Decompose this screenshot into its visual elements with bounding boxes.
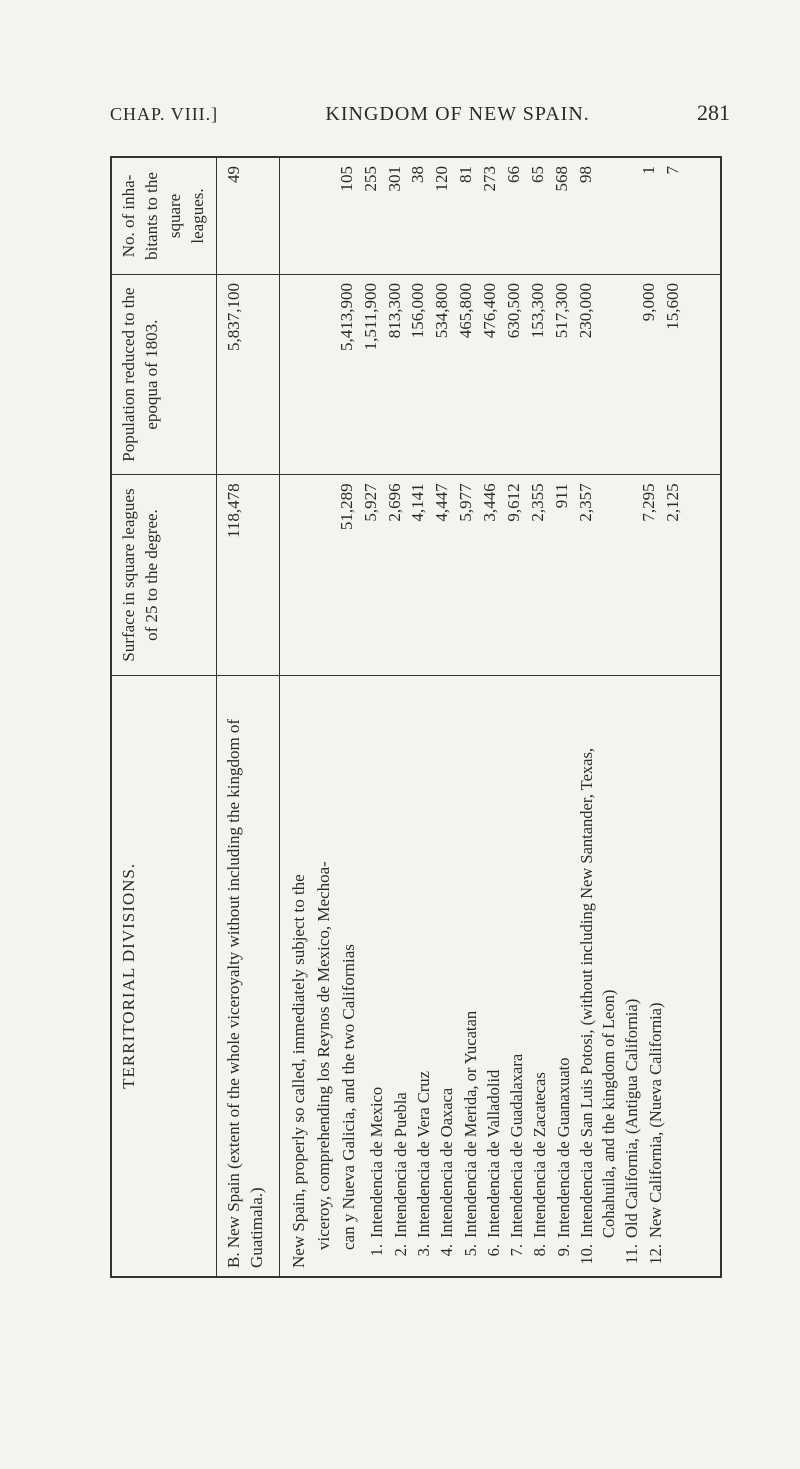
list-item: 9.Intendencia de Guanaxuato [553, 684, 575, 1268]
lead-line: New Spain, properly so called, immediate… [288, 684, 311, 1268]
list-item: 7.Intendencia de Guadalaxara [506, 684, 528, 1268]
list-item: 4.Intendencia de Oaxaca [436, 684, 458, 1268]
items-list: 1.Intendencia de Mexico2.Intendencia de … [366, 684, 666, 1268]
density-column: 105 255301381208127366655689817 [287, 166, 685, 266]
section-row: B. New Spain (extent of the whole vicero… [216, 158, 279, 1277]
list-item: 1.Intendencia de Mexico [366, 684, 388, 1268]
book-title: KINGDOM OF NEW SPAIN. [325, 103, 589, 126]
list-item: 3.Intendencia de Vera Cruz [413, 684, 435, 1268]
col-surface: Surface in square leagues of 25 to the d… [112, 475, 217, 675]
running-head: CHAP. VIII.] KINGDOM OF NEW SPAIN. 281 [110, 100, 730, 126]
section-label: New Spain (extent of the whole viceroyal… [224, 719, 266, 1268]
table-frame: TERRITORIAL DIVISIONS. Surface in square… [110, 156, 722, 1278]
page-number: 281 [697, 100, 730, 126]
list-item: 5.Intendencia de Merida, or Yucatan [460, 684, 482, 1268]
list-item: 11.Old California, (Antigua California) [621, 684, 643, 1268]
list-item: 10.Intendencia de San Luis Potosi, (with… [576, 684, 621, 1268]
stub-heading: TERRITORIAL DIVISIONS. [112, 675, 217, 1276]
territorial-divisions-table: TERRITORIAL DIVISIONS. Surface in square… [111, 157, 721, 1277]
col-density: No. of inha-bitants to the square league… [112, 158, 217, 275]
section-letter: B. [224, 1252, 243, 1268]
list-item: 12.New California, (Nueva California) [645, 684, 667, 1268]
chapter-ref: CHAP. VIII.] [110, 104, 218, 125]
col-population: Population reduced to the epoqua of 1803… [112, 274, 217, 474]
section-population: 5,837,100 [216, 274, 279, 474]
list-item: 8.Intendencia de Zacatecas [529, 684, 551, 1268]
detail-row: New Spain, properly so called, immediate… [279, 158, 720, 1277]
list-item: 6.Intendencia de Valladolid [483, 684, 505, 1268]
surface-column: 51,289 5,9272,6964,1414,4475,9773,4469,6… [287, 483, 685, 666]
population-column: 5,413,900 1,511,900813,300156,000534,800… [287, 283, 685, 466]
lead-line: viceroy, comprehending los Reynos de Mex… [313, 684, 336, 1268]
list-item: 2.Intendencia de Puebla [390, 684, 412, 1268]
lead-line: can y Nueva Galicia, and the two Califor… [338, 684, 361, 1268]
section-surface: 118,478 [216, 475, 279, 675]
section-density: 49 [216, 158, 279, 275]
